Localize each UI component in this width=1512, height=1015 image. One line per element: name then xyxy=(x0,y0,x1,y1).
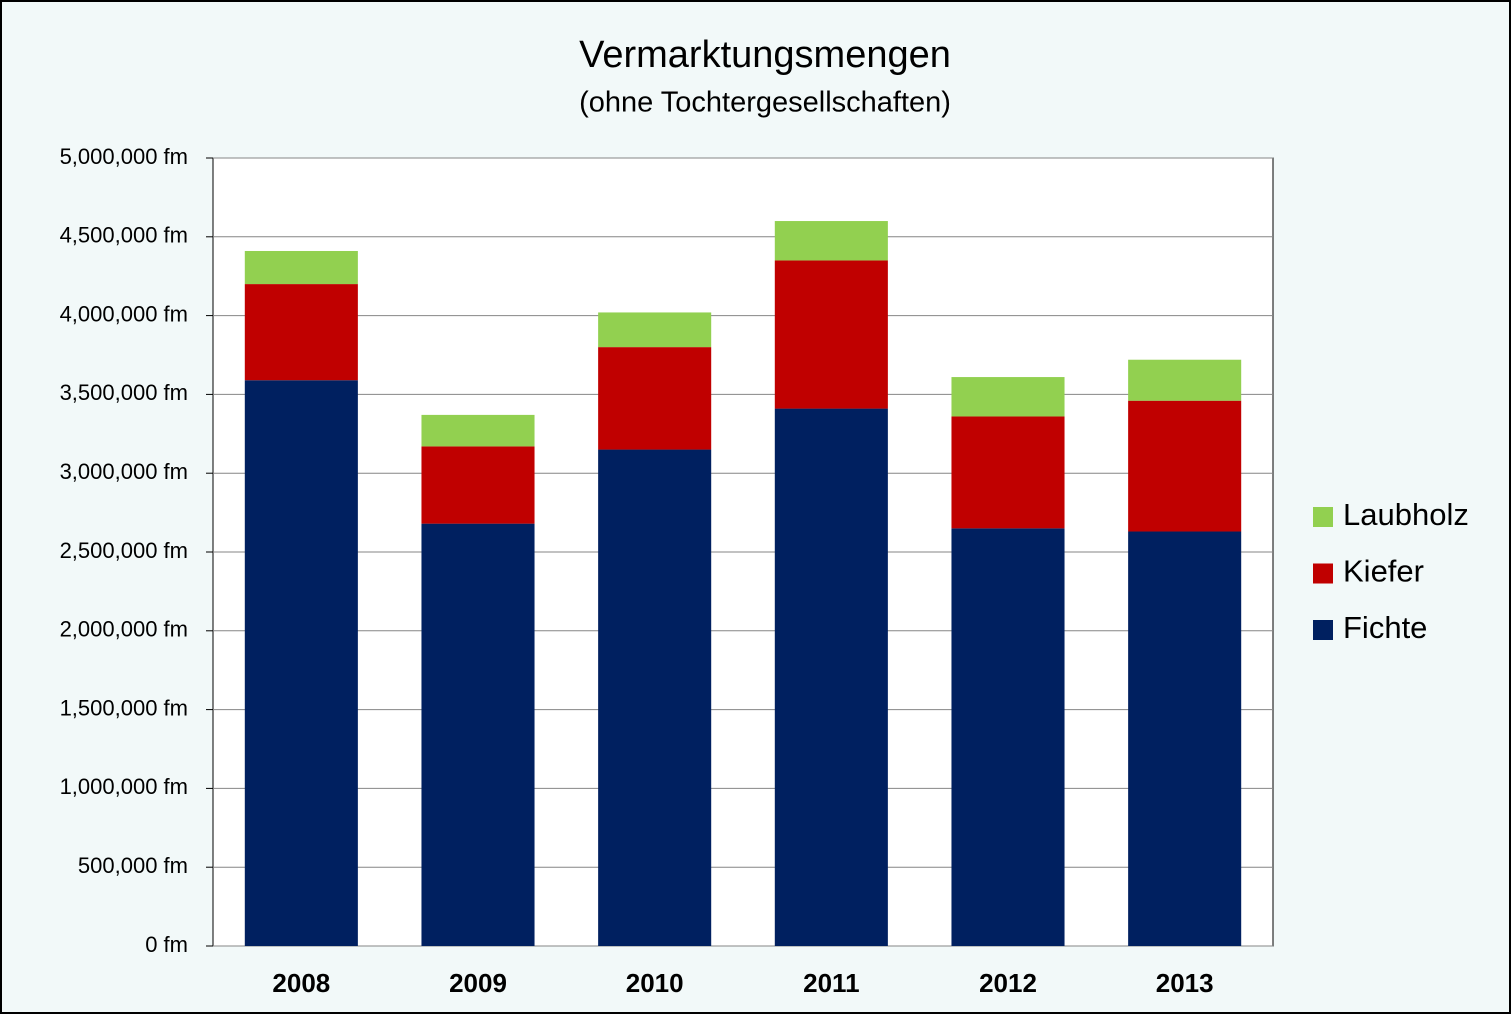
bar-segment xyxy=(244,250,358,285)
x-tick-label: 2008 xyxy=(272,968,330,998)
bar-segment xyxy=(421,523,535,946)
bar-segment xyxy=(1128,359,1242,401)
bar-segment xyxy=(1128,531,1242,946)
y-tick-label: 4,000,000 fm xyxy=(60,301,188,326)
y-tick-label: 4,500,000 fm xyxy=(60,223,188,248)
bar-segment xyxy=(421,414,535,447)
chart-subtitle: (ohne Tochtergesellschaften) xyxy=(579,87,951,119)
chart-title: Vermarktungsmengen xyxy=(579,34,951,76)
y-tick-label: 1,500,000 fm xyxy=(60,695,188,720)
y-tick-label: 0 fm xyxy=(145,932,188,957)
bar-segment xyxy=(774,260,888,409)
x-tick-label: 2010 xyxy=(626,968,684,998)
bar-segment xyxy=(598,312,712,348)
y-tick-label: 1,000,000 fm xyxy=(60,774,188,799)
bar-segment xyxy=(598,449,712,946)
y-tick-label: 500,000 fm xyxy=(78,853,188,878)
y-tick-label: 3,000,000 fm xyxy=(60,459,188,484)
legend-label: Kiefer xyxy=(1343,554,1424,589)
bar-segment xyxy=(244,380,358,946)
bar-segment xyxy=(421,446,535,524)
y-tick-label: 3,500,000 fm xyxy=(60,380,188,405)
legend-swatch xyxy=(1313,620,1333,640)
bar-segment xyxy=(244,284,358,381)
x-tick-label: 2011 xyxy=(803,968,859,998)
bar-segment xyxy=(598,347,712,450)
bar-segment xyxy=(951,528,1065,946)
x-tick-label: 2013 xyxy=(1156,968,1214,998)
legend-label: Fichte xyxy=(1343,610,1427,645)
bar-segment xyxy=(951,377,1065,417)
bar-segment xyxy=(951,416,1065,529)
bar-segment xyxy=(1128,400,1242,532)
x-tick-label: 2012 xyxy=(979,968,1037,998)
bar-segment xyxy=(774,221,888,261)
y-tick-label: 5,000,000 fm xyxy=(60,144,188,169)
legend-label: Laubholz xyxy=(1343,497,1469,532)
x-tick-label: 2009 xyxy=(449,968,507,998)
legend-swatch xyxy=(1313,563,1333,584)
y-tick-label: 2,500,000 fm xyxy=(60,538,188,563)
legend-swatch xyxy=(1313,507,1333,527)
bar-segment xyxy=(774,408,888,947)
y-tick-label: 2,000,000 fm xyxy=(60,617,188,642)
